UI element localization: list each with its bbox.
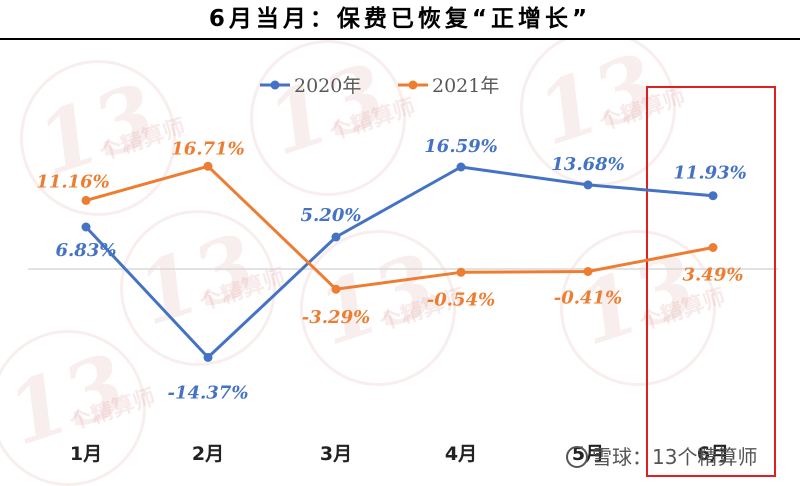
series-line-2020年 xyxy=(84,165,714,359)
highlight-box-6月 xyxy=(646,86,776,477)
data-label-2020年-2月: -14.37% xyxy=(168,382,249,403)
snowball-logo-icon xyxy=(566,445,588,468)
x-tick-label-2月: 2月 xyxy=(192,443,224,465)
x-tick-label-3月: 3月 xyxy=(320,443,352,465)
legend-marker-2021年 xyxy=(408,80,418,90)
data-label-2021年-2月: 16.71% xyxy=(171,138,244,159)
data-label-2021年-5月: -0.41% xyxy=(554,288,622,309)
chart-title: 6月当月：保费已恢复“正增长” xyxy=(0,0,800,40)
data-label-2021年-3月: -3.29% xyxy=(302,307,370,328)
data-point-2020年-4月 xyxy=(456,162,466,172)
data-label-2021年-1月: 11.16% xyxy=(36,171,109,192)
x-tick-label-6月: 6月 xyxy=(697,443,729,465)
data-label-2020年-5月: 13.68% xyxy=(551,154,624,175)
legend-label-2021年: 2021年 xyxy=(432,75,499,97)
data-point-2021年-4月 xyxy=(456,267,466,277)
data-point-2020年-6月 xyxy=(708,191,718,201)
series-line-2021年 xyxy=(85,164,714,291)
legend-marker-2020年 xyxy=(270,80,280,90)
footer-watermark: 雪球：13个精算师 xyxy=(566,440,757,474)
data-point-2021年-1月 xyxy=(81,195,91,205)
data-point-2021年-3月 xyxy=(331,284,341,294)
data-point-2021年-5月 xyxy=(583,267,593,276)
data-label-2020年-1月: 6.83% xyxy=(56,240,117,261)
data-label-2020年-6月: 11.93% xyxy=(673,163,746,184)
data-label-2020年-3月: 5.20% xyxy=(301,205,362,226)
data-point-2021年-6月 xyxy=(708,243,718,252)
data-label-2020年-4月: 16.59% xyxy=(424,136,497,157)
data-point-2020年-2月 xyxy=(203,352,213,362)
legend-label-2020年: 2020年 xyxy=(294,75,361,97)
data-point-2021年-2月 xyxy=(203,161,213,171)
data-label-2021年-4月: -0.54% xyxy=(427,289,495,310)
data-label-2021年-6月: 3.49% xyxy=(683,265,744,286)
footer-watermark-text: 雪球：13个精算师 xyxy=(592,445,758,469)
data-point-2020年-1月 xyxy=(81,222,91,232)
x-tick-label-4月: 4月 xyxy=(445,443,477,465)
x-tick-label-1月: 1月 xyxy=(70,443,102,465)
data-point-2020年-5月 xyxy=(583,180,593,190)
data-point-2020年-3月 xyxy=(331,232,341,242)
